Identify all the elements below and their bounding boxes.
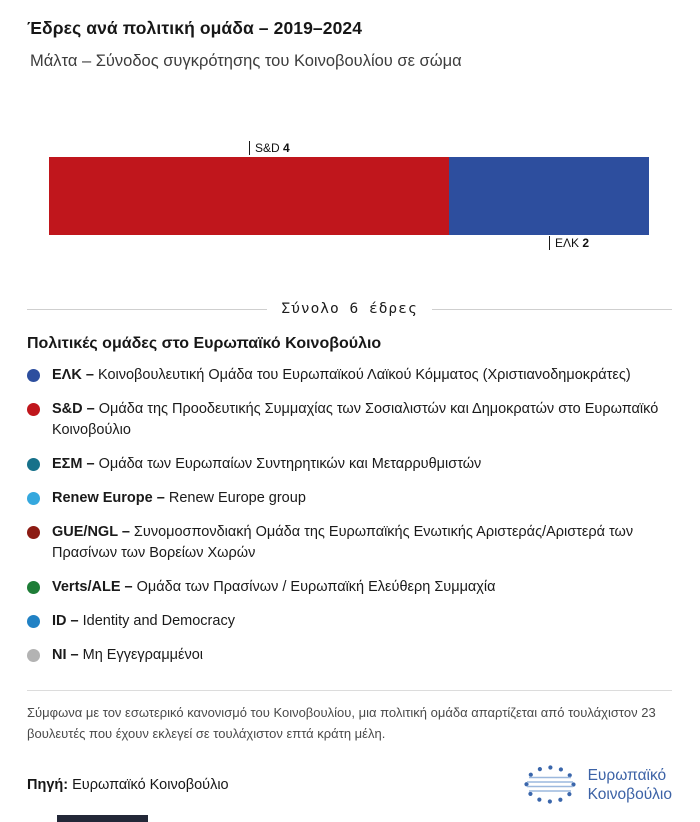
source-value: Ευρωπαϊκό Κοινοβούλιο <box>72 776 229 793</box>
chart-marker-epp: ΕΛΚ 2 <box>549 236 589 250</box>
legend-item-sd: S&D – Ομάδα της Προοδευτικής Συμμαχίας τ… <box>27 399 672 441</box>
legend-dot-id <box>27 615 40 628</box>
source-line: Πηγή: Ευρωπαϊκό Κοινοβούλιο <box>27 777 229 793</box>
tick-mark <box>249 141 250 155</box>
footnote-divider <box>27 690 672 691</box>
legend-abbr: Renew Europe – <box>52 490 165 506</box>
legend-item-guengl: GUE/NGL – Συνομοσπονδιακή Ομάδα της Ευρω… <box>27 522 672 564</box>
chart-label-sd: S&D 4 <box>255 141 290 155</box>
bar-segment-sd[interactable] <box>49 157 449 235</box>
bottom-row: Πηγή: Ευρωπαϊκό Κοινοβούλιο Ευρωπαϊκό Κο… <box>27 763 672 807</box>
legend-item-vertsale: Verts/ALE – Ομάδα των Πρασίνων / Ευρωπαϊ… <box>27 577 672 598</box>
legend-name: Κοινοβουλευτική Ομάδα του Ευρωπαϊκού Λαϊ… <box>97 367 631 383</box>
legend-name: Identity and Democracy <box>82 613 235 629</box>
legend-abbr: GUE/NGL – <box>52 524 130 540</box>
legend-dot-epp <box>27 369 40 382</box>
legend-item-ni: NI – Μη Εγγεγραμμένοι <box>27 645 672 666</box>
eu-parliament-logo-block: Ευρωπαϊκό Κοινοβούλιο <box>522 763 672 807</box>
legend-item-id: ID – Identity and Democracy <box>27 611 672 632</box>
legend-dot-renew <box>27 492 40 505</box>
legend-dot-ecr <box>27 458 40 471</box>
bar-segment-epp[interactable] <box>449 157 649 235</box>
legend-dot-ni <box>27 649 40 662</box>
footnote-text: Σύμφωνα με τον εσωτερικό κανονισμό του Κ… <box>27 705 656 741</box>
divider-line <box>27 308 268 310</box>
stacked-bar <box>49 157 649 235</box>
page-title: Έδρες ανά πολιτική ομάδα – 2019–2024 <box>27 18 363 38</box>
eu-parliament-logo-text: Ευρωπαϊκό Κοινοβούλιο <box>587 766 672 803</box>
legend-abbr: S&D – <box>52 401 95 417</box>
legend-item-epp: ΕΛΚ – Κοινοβουλευτική Ομάδα του Ευρωπαϊκ… <box>27 365 672 386</box>
horizontal-scrollbar-thumb[interactable] <box>57 815 148 822</box>
legend-dot-guengl <box>27 526 40 539</box>
chart-label-epp: ΕΛΚ 2 <box>555 236 590 250</box>
legend-name: Ομάδα των Πρασίνων / Ευρωπαϊκή Ελεύθερη … <box>136 579 496 595</box>
legend-dot-sd <box>27 403 40 416</box>
chart-marker-sd: S&D 4 <box>249 141 290 155</box>
legend-abbr: ΕΣΜ – <box>52 456 95 472</box>
page-subtitle: Μάλτα – Σύνοδος συγκρότησης του Κοινοβου… <box>30 52 462 70</box>
legend-abbr: NI – <box>52 647 79 663</box>
total-seats-label: Σύνολο 6 έδρες <box>281 301 418 317</box>
legend-name: Ομάδα της Προοδευτικής Συμμαχίας των Σοσ… <box>52 401 659 438</box>
legend-list: ΕΛΚ – Κοινοβουλευτική Ομάδα του Ευρωπαϊκ… <box>27 365 672 666</box>
legend-item-renew: Renew Europe – Renew Europe group <box>27 488 672 509</box>
legend-name: Renew Europe group <box>168 490 306 506</box>
seats-bar-chart: S&D 4 ΕΛΚ 2 <box>49 141 649 250</box>
legend-abbr: Verts/ALE – <box>52 579 133 595</box>
total-seats-divider: Σύνολο 6 έδρες <box>27 301 672 317</box>
legend-name: Συνομοσπονδιακή Ομάδα της Ευρωπαϊκής Ενω… <box>52 524 634 561</box>
source-label: Πηγή: <box>27 776 69 793</box>
legend-heading: Πολιτικές ομάδες στο Ευρωπαϊκό Κοινοβούλ… <box>27 335 382 352</box>
legend-abbr: ΕΛΚ – <box>52 367 94 383</box>
legend-name: Μη Εγγεγραμμένοι <box>82 647 204 663</box>
divider-line <box>431 308 672 310</box>
legend-abbr: ID – <box>52 613 79 629</box>
legend-name: Ομάδα των Ευρωπαίων Συντηρητικών και Μετ… <box>98 456 482 472</box>
legend-dot-vertsale <box>27 581 40 594</box>
tick-mark <box>549 236 550 250</box>
eu-parliament-logo-icon <box>523 764 576 804</box>
legend-item-ecr: ΕΣΜ – Ομάδα των Ευρωπαίων Συντηρητικών κ… <box>27 454 672 475</box>
